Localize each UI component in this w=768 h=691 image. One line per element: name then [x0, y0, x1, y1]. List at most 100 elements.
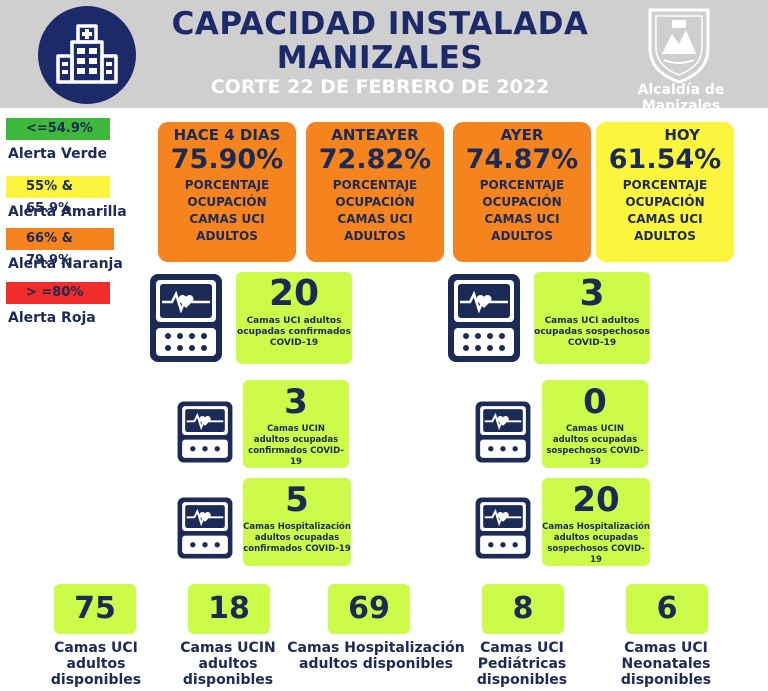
caption-line: disponibles [182, 672, 274, 688]
stat-number: 3 [579, 273, 605, 314]
desc-line: CAMAS UCI [627, 212, 703, 226]
caption-line: Camas UCIN [266, 424, 325, 434]
ucin-confirmed-card: 3 Camas UCIN adultos ocupadas confirmado… [243, 380, 349, 468]
available-neonatal-caption: Camas UCI Neonatales disponibles [606, 640, 726, 688]
caption-line: adultos [198, 656, 258, 672]
available-pediatric-number: 8 [482, 584, 564, 634]
occupancy-value: 72.82% [318, 144, 432, 175]
card-heading: HOY [664, 126, 700, 144]
desc-line: PORCENTAJE [622, 178, 708, 192]
desc-line: PORCENTAJE [479, 178, 565, 192]
desc-line: OCUPACIÓN [187, 195, 267, 209]
hosp-confirmed-card: 5 Camas Hospitalización adultos ocupadas… [243, 478, 351, 566]
caption-line: Camas UCI adultos [246, 316, 342, 326]
desc-line: OCUPACIÓN [482, 195, 562, 209]
caption-line: disponibles [476, 672, 568, 688]
ucin-suspected-card: 0 Camas UCIN adultos ocupadas sospechoso… [542, 380, 648, 468]
occupancy-value: 74.87% [465, 144, 579, 175]
caption-line: Camas UCI [480, 640, 564, 656]
occupancy-card-today: HOY 61.54% PORCENTAJE OCUPACIÓN CAMAS UC… [596, 122, 734, 262]
heart-monitor-icon [446, 272, 522, 364]
caption-line: Camas UCI [54, 640, 138, 656]
card-heading: HACE 4 DIAS [173, 126, 281, 144]
card-description: PORCENTAJE OCUPACIÓN CAMAS UCI ADULTOS [158, 177, 296, 245]
caption-line: disponibles [620, 672, 712, 688]
desc-line: CAMAS UCI [189, 212, 265, 226]
legend-yellow-label: Alerta Amarilla [8, 204, 127, 220]
card-description: PORCENTAJE OCUPACIÓN CAMAS UCI ADULTOS [596, 177, 734, 245]
heart-monitor-icon [474, 400, 532, 464]
desc-line: PORCENTAJE [332, 178, 418, 192]
stat-number: 5 [285, 480, 309, 520]
card-description: PORCENTAJE OCUPACIÓN CAMAS UCI ADULTOS [306, 177, 444, 245]
legend-orange-swatch: 66% & 79.9% [6, 228, 114, 268]
desc-line: PORCENTAJE [184, 178, 270, 192]
desc-line: ADULTOS [634, 229, 696, 243]
hospital-icon [38, 6, 136, 104]
available-uci-caption: Camas UCI adultos disponibles [36, 640, 156, 688]
legend-red-label: Alerta Roja [8, 310, 96, 326]
heart-monitor-icon [474, 496, 532, 560]
caption-line: adultos ocupadas [253, 435, 339, 445]
coat-of-arms-logo [642, 4, 716, 84]
stat-caption: Camas Hospitalización adultos ocupadas s… [542, 522, 650, 566]
occupancy-card-4-days-ago: HACE 4 DIAS 75.90% PORCENTAJE OCUPACIÓN … [158, 122, 296, 262]
stat-number: 0 [583, 382, 607, 422]
desc-line: OCUPACIÓN [335, 195, 415, 209]
caption-line: Camas Hospitalización [542, 522, 650, 532]
caption-line: Camas Hospitalización [243, 522, 351, 532]
caption-line: adultos [66, 656, 126, 672]
caption-line: Camas UCI adultos [544, 316, 640, 326]
stat-number: 20 [572, 480, 620, 520]
uci-suspected-card: 3 Camas UCI adultos ocupadas sospechosos… [534, 272, 650, 364]
available-ucin-caption: Camas UCIN adultos disponibles [168, 640, 288, 688]
caption-line: confirmados COVID-19 [248, 446, 344, 467]
occupancy-card-yesterday: AYER 74.87% PORCENTAJE OCUPACIÓN CAMAS U… [453, 122, 591, 262]
occupancy-value: 75.90% [170, 144, 284, 175]
caption-line: ocupadas sospechosos [534, 327, 650, 337]
caption-line: confirmados COVID-19 [243, 544, 351, 554]
caption-line: sospechosos COVID-19 [547, 544, 645, 565]
stat-caption: Camas UCIN adultos ocupadas sospechosos … [542, 424, 648, 468]
stat-caption: Camas Hospitalización adultos ocupadas c… [243, 522, 351, 555]
available-neonatal-number: 6 [626, 584, 708, 634]
occupancy-card-day-before-yesterday: ANTEAYER 72.82% PORCENTAJE OCUPACIÓN CAM… [306, 122, 444, 262]
page-title-line1: CAPACIDAD INSTALADA [171, 6, 589, 42]
caption-line: sospechosos COVID-19 [546, 446, 644, 467]
card-description: PORCENTAJE OCUPACIÓN CAMAS UCI ADULTOS [453, 177, 591, 245]
logo-text: Alcaldía de Manizales [637, 82, 725, 114]
desc-line: ADULTOS [491, 229, 553, 243]
card-heading: AYER [500, 126, 544, 144]
available-ucin-number: 18 [188, 584, 270, 634]
caption-line: disponibles [50, 672, 142, 688]
legend-yellow-swatch: 55% & 65.9% [6, 176, 110, 216]
stat-caption: Camas UCIN adultos ocupadas confirmados … [243, 424, 349, 468]
page-title-line2: MANIZALES [276, 40, 484, 76]
cutoff-date: CORTE 22 DE FEBRERO DE 2022 [210, 76, 550, 98]
heart-monitor-icon [176, 400, 234, 464]
legend-green-label: Alerta Verde [8, 146, 108, 162]
caption-line: Camas UCIN [180, 640, 276, 656]
heart-monitor-icon [148, 272, 224, 364]
legend-red-swatch: > =80% [6, 282, 110, 304]
legend-orange-label: Alerta Naranja [8, 256, 123, 272]
desc-line: ADULTOS [344, 229, 406, 243]
caption-line: Camas UCIN [565, 424, 624, 434]
caption-line: Pediátricas [477, 656, 567, 672]
caption-line: adultos ocupadas [552, 435, 638, 445]
header-banner: CAPACIDAD INSTALADA MANIZALES CORTE 22 D… [0, 0, 768, 114]
caption-line: adultos disponibles [299, 656, 453, 672]
uci-confirmed-card: 20 Camas UCI adultos ocupadas confirmado… [236, 272, 352, 364]
available-hosp-number: 69 [328, 584, 410, 634]
available-pediatric-caption: Camas UCI Pediátricas disponibles [462, 640, 582, 688]
occupancy-value: 61.54% [608, 144, 722, 175]
caption-line: adultos ocupadas [553, 533, 639, 543]
caption-line: COVID-19 [269, 338, 319, 348]
caption-line: Camas UCI [624, 640, 708, 656]
stat-caption: Camas UCI adultos ocupadas confirmados C… [236, 316, 352, 349]
caption-line: Camas Hospitalización [287, 640, 465, 656]
card-heading: ANTEAYER [331, 126, 419, 144]
hosp-suspected-card: 20 Camas Hospitalización adultos ocupada… [542, 478, 650, 566]
stat-number: 3 [284, 382, 308, 422]
desc-line: OCUPACIÓN [625, 195, 705, 209]
